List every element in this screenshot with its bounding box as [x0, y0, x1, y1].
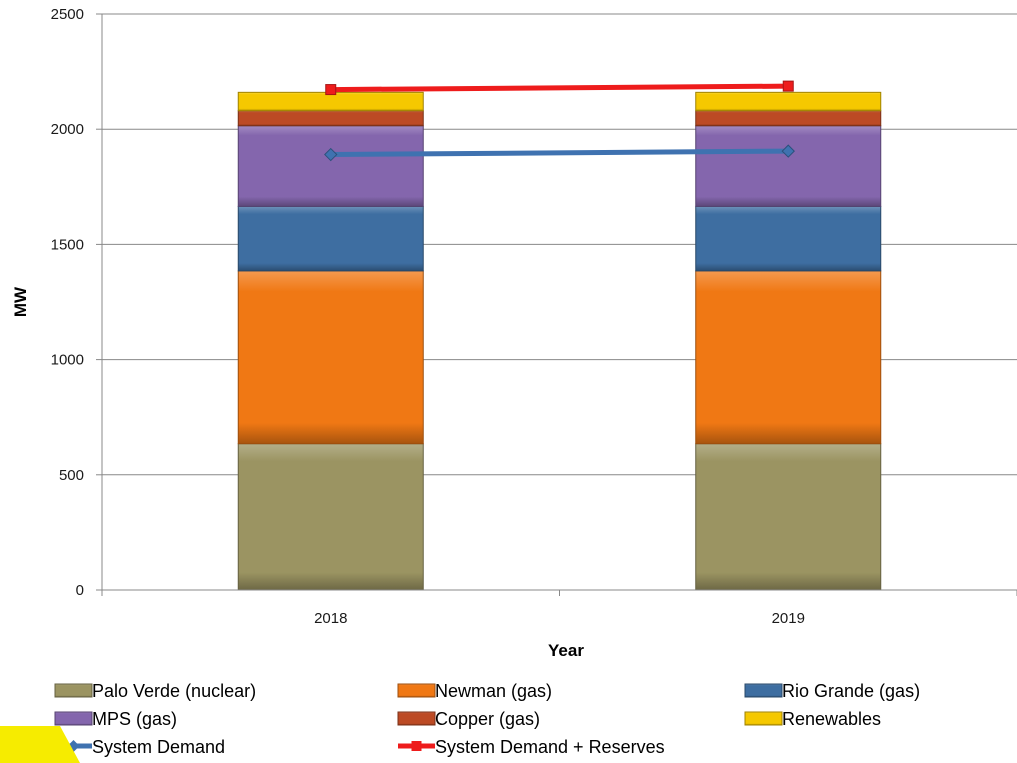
- legend-swatch: [744, 683, 783, 698]
- demand-lines: [324, 80, 795, 162]
- legend-label: System Demand + Reserves: [435, 737, 665, 757]
- bar-segment: [237, 205, 424, 272]
- y-tick-label: 2500: [51, 6, 84, 23]
- legend-swatch: [54, 711, 93, 726]
- axes: 0 500 1000 1500 2000 2500 2018 2019: [51, 6, 1017, 627]
- line-point: [781, 144, 795, 158]
- corner-decoration: [0, 726, 80, 763]
- legend-swatch: [397, 711, 436, 726]
- y-tick-label: 1000: [51, 352, 84, 369]
- line-point: [324, 147, 338, 162]
- legend-label: Renewables: [782, 709, 881, 729]
- legend-label: Rio Grande (gas): [782, 681, 920, 701]
- y-tick-label: 500: [59, 467, 84, 484]
- legend-swatch: [397, 683, 436, 698]
- bar-segment: [237, 91, 424, 112]
- x-tick-label: 2019: [772, 610, 805, 627]
- bar-segment: [695, 205, 882, 272]
- y-axis-title: MW: [11, 286, 30, 317]
- bar-segment: [695, 125, 882, 207]
- legend-label: Palo Verde (nuclear): [92, 681, 256, 701]
- bar-segment: [237, 270, 424, 445]
- legend-label: Copper (gas): [435, 709, 540, 729]
- bar-segment: [237, 125, 424, 207]
- x-tick-label: 2018: [314, 610, 347, 627]
- bar-segment: [695, 110, 882, 127]
- y-tick-label: 2000: [51, 121, 84, 138]
- y-tick-label: 0: [76, 582, 84, 599]
- legend-swatch: [744, 711, 783, 726]
- bar-segment: [237, 443, 424, 591]
- line-point: [325, 84, 337, 96]
- bar-segment: [237, 110, 424, 127]
- bar-segment: [695, 443, 882, 591]
- bar-segment: [695, 91, 882, 112]
- x-axis-title: Year: [548, 641, 584, 660]
- line-series: [330, 148, 789, 158]
- bar-segment: [695, 270, 882, 445]
- line-series: [330, 83, 789, 93]
- bar-stacks: [237, 91, 882, 591]
- legend-label: System Demand: [92, 737, 225, 757]
- legend-marker: [411, 741, 422, 751]
- y-tick-label: 1500: [51, 236, 84, 253]
- legend: Palo Verde (nuclear) Newman (gas) Rio Gran…: [54, 681, 920, 757]
- legend-label: Newman (gas): [435, 681, 552, 701]
- line-point: [782, 80, 794, 92]
- legend-label: MPS (gas): [92, 709, 177, 729]
- legend-swatch: [54, 683, 93, 698]
